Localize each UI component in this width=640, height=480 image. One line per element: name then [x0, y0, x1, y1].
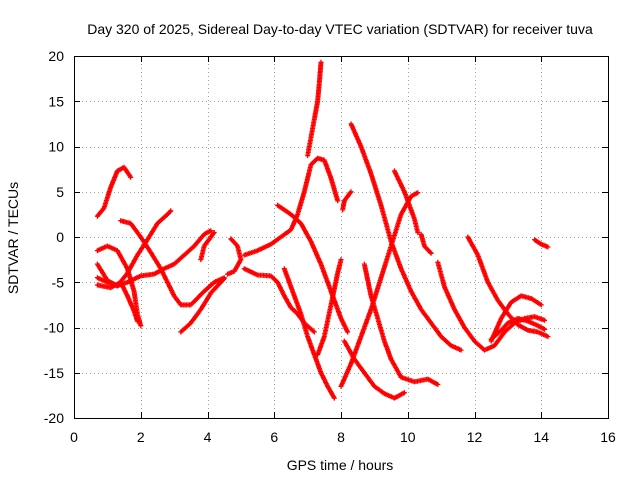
- series-arc08: [198, 230, 217, 263]
- y-tick-label: 10: [48, 139, 64, 155]
- data-point: [134, 318, 140, 324]
- data-point: [335, 198, 341, 204]
- x-tick-label: 6: [270, 429, 278, 445]
- data-point: [311, 329, 317, 335]
- series-arc06: [94, 279, 140, 324]
- y-tick-label: 0: [56, 229, 64, 245]
- y-tick-label: -20: [44, 410, 64, 426]
- data-point: [225, 271, 230, 277]
- data-point: [138, 323, 144, 329]
- y-tick-label: -10: [44, 320, 64, 336]
- data-point: [435, 382, 441, 387]
- data-point: [427, 249, 433, 255]
- x-tick-label: 0: [70, 429, 78, 445]
- data-point: [401, 390, 407, 396]
- data-point: [545, 244, 551, 250]
- x-tick-label: 8: [337, 429, 345, 445]
- y-tick-label: 20: [48, 48, 64, 64]
- series-arc17: [338, 190, 421, 389]
- data-point: [208, 228, 214, 234]
- data-point: [338, 257, 344, 263]
- data-point: [545, 334, 551, 340]
- y-tick-label: -5: [52, 274, 65, 290]
- series-arc04: [94, 243, 144, 329]
- series-arc15: [315, 257, 344, 358]
- data-point: [458, 347, 464, 353]
- data-point: [542, 317, 548, 323]
- data-point: [221, 276, 227, 282]
- series-arc26: [488, 315, 548, 342]
- data-point: [542, 326, 548, 332]
- y-tick-label: 15: [48, 93, 64, 109]
- data-point: [428, 250, 434, 256]
- data-layer: [94, 59, 551, 401]
- series-arc19: [341, 338, 407, 401]
- series-arc21: [391, 168, 421, 235]
- series-arc09: [225, 236, 244, 277]
- series-arc07: [178, 276, 227, 335]
- series-arc16: [340, 189, 354, 213]
- series-arc14: [281, 266, 337, 401]
- y-axis-label: SDTVAR / TECUs: [5, 182, 21, 294]
- data-point: [415, 190, 421, 196]
- x-tick-label: 10: [400, 429, 416, 445]
- series-arc13: [275, 202, 351, 335]
- data-point: [168, 208, 174, 214]
- x-tick-label: 12: [467, 429, 483, 445]
- data-point: [220, 277, 226, 282]
- series-arc12: [305, 59, 324, 159]
- grid-layer: [74, 56, 608, 418]
- x-tick-label: 16: [600, 429, 616, 445]
- chart-title: Day 320 of 2025, Sidereal Day-to-day VTE…: [87, 21, 593, 37]
- data-point: [128, 174, 134, 180]
- data-point: [538, 302, 544, 308]
- data-point: [211, 230, 217, 235]
- x-axis-label: GPS time / hours: [287, 457, 394, 473]
- series-arc01: [94, 164, 134, 219]
- data-point: [331, 395, 337, 401]
- series-arc22: [418, 231, 434, 256]
- series-arc20: [361, 261, 441, 387]
- data-point: [318, 59, 324, 65]
- data-point: [415, 230, 421, 235]
- series-arc05: [118, 218, 227, 308]
- data-point: [167, 209, 173, 215]
- x-tick-label: 4: [204, 429, 212, 445]
- data-point: [348, 189, 354, 195]
- series-arc18: [348, 121, 464, 353]
- x-tick-label: 2: [137, 429, 145, 445]
- data-point: [345, 329, 351, 335]
- plot-frame: [74, 56, 609, 419]
- y-tick-label: -15: [44, 365, 64, 381]
- x-tick-label: 14: [533, 429, 549, 445]
- y-tick-label: 5: [56, 184, 64, 200]
- series-arc27: [532, 237, 551, 250]
